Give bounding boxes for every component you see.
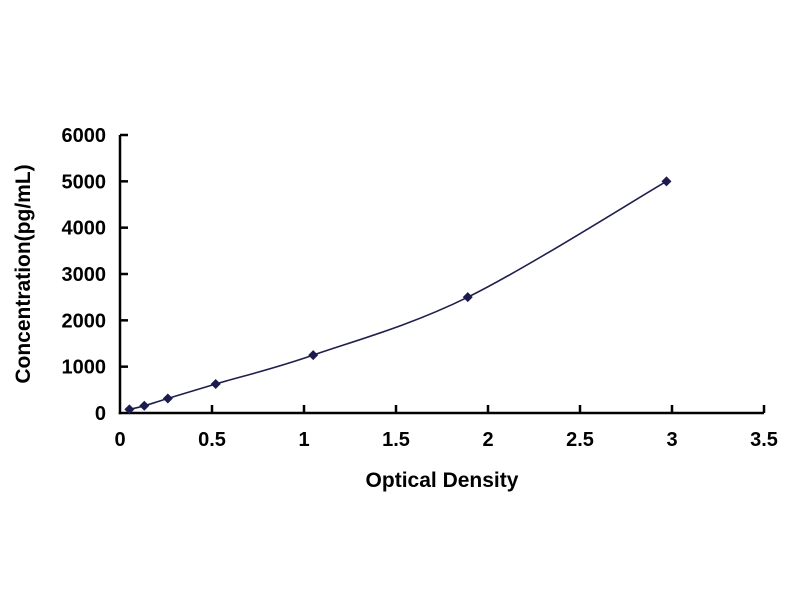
data-point-marker: [210, 379, 221, 390]
x-tick-label: 2: [482, 429, 493, 451]
x-tick-label: 0.5: [198, 429, 226, 451]
x-tick-label: 2.5: [566, 429, 594, 451]
data-point-marker: [308, 350, 319, 361]
data-point-marker: [661, 176, 672, 187]
y-tick-label: 4000: [62, 218, 107, 240]
x-tick-label: 3.5: [750, 429, 778, 451]
standard-curve-line: [129, 180, 667, 411]
x-tick-label: 1: [298, 429, 309, 451]
data-point-marker: [124, 404, 135, 415]
y-tick-label: 3000: [62, 264, 107, 286]
data-point-marker: [162, 393, 173, 404]
x-axis-title: Optical Density: [366, 469, 519, 492]
y-axis-title: Concentration(pg/mL): [12, 164, 35, 383]
y-tick-label: 1000: [62, 357, 107, 379]
data-point-marker: [139, 400, 150, 411]
y-tick-label: 5000: [62, 171, 107, 193]
x-tick-label: 0: [114, 429, 125, 451]
y-tick-label: 6000: [62, 125, 107, 147]
y-tick-label: 2000: [62, 310, 107, 332]
x-tick-label: 3: [666, 429, 677, 451]
data-point-marker: [462, 292, 473, 303]
y-tick-label: 0: [95, 403, 106, 425]
x-tick-label: 1.5: [382, 429, 410, 451]
